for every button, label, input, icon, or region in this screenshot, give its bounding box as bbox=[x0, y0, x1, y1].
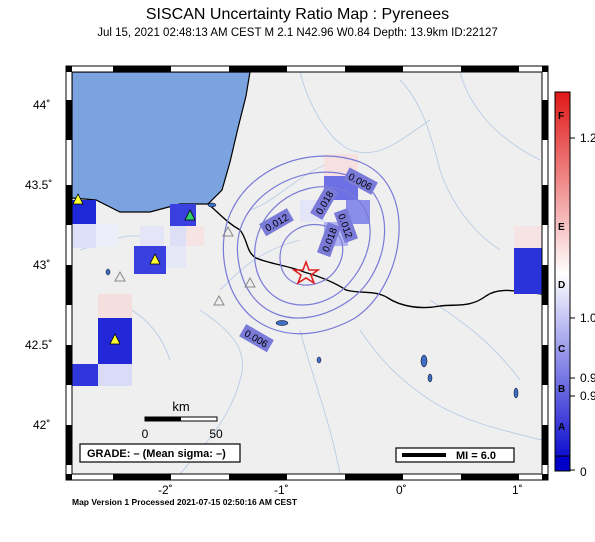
station-marker bbox=[114, 270, 126, 282]
grade-letter: A bbox=[558, 422, 565, 433]
lon-label: 0˚ bbox=[396, 483, 407, 497]
colorbar-value: 1.0 bbox=[580, 311, 595, 325]
colorbar-value: 0.9 bbox=[580, 371, 595, 385]
station-marker bbox=[149, 253, 161, 265]
grade-letter: D bbox=[558, 280, 565, 291]
lakes bbox=[105, 202, 519, 399]
grade-letter: F bbox=[558, 111, 564, 122]
station-marker bbox=[109, 333, 121, 345]
grade-text: GRADE: – (Mean sigma: –) bbox=[87, 448, 226, 460]
epicenter-star[interactable] bbox=[291, 259, 321, 285]
stations bbox=[72, 193, 256, 345]
map-title: SISCAN Uncertainty Ratio Map : Pyrenees bbox=[145, 6, 450, 23]
grade-letter: C bbox=[558, 344, 565, 355]
scale-unit: km bbox=[172, 399, 189, 414]
station-marker bbox=[213, 294, 225, 306]
station-marker bbox=[184, 209, 196, 221]
map-area[interactable]: 0.006 0.018 0.012 0.012 0.018 0.006 bbox=[72, 72, 542, 474]
lat-label: 42.5˚ bbox=[25, 338, 52, 352]
lat-label: 42˚ bbox=[33, 418, 50, 432]
station-marker bbox=[222, 225, 234, 237]
mi-text: MI = 6.0 bbox=[456, 450, 496, 462]
colorbar-value: 0 bbox=[580, 465, 587, 479]
grade-box: GRADE: – (Mean sigma: –) bbox=[79, 443, 241, 463]
grade-letter: E bbox=[558, 222, 565, 233]
lat-label: 43˚ bbox=[33, 258, 50, 272]
colorbar-value: 1.2 bbox=[580, 131, 595, 145]
mi-box: MI = 6.0 bbox=[395, 447, 515, 463]
country-border bbox=[207, 203, 542, 309]
lon-label: -1˚ bbox=[274, 483, 289, 497]
scale-max: 50 bbox=[209, 427, 223, 441]
lat-label: 43.5˚ bbox=[25, 178, 52, 192]
station-marker bbox=[244, 276, 256, 288]
scale-bar: km 0 50 bbox=[142, 399, 223, 441]
colorbar: 1.2 1.0 0.9 0.9 0 F E D C B A bbox=[554, 91, 595, 479]
station-marker bbox=[72, 193, 84, 205]
uncertainty-contours bbox=[222, 155, 400, 335]
scale-min: 0 bbox=[142, 427, 149, 441]
grade-letter: B bbox=[558, 384, 565, 395]
colorbar-value: 0.9 bbox=[580, 389, 595, 403]
lat-label: 44˚ bbox=[33, 98, 50, 112]
processed-footer: Map Version 1 Processed 2021-07-15 02:50… bbox=[72, 497, 298, 507]
map-frame-ticks bbox=[66, 66, 548, 480]
lon-label: 1˚ bbox=[512, 483, 523, 497]
event-info: Jul 15, 2021 02:48:13 AM CEST M 2.1 N42.… bbox=[97, 27, 498, 39]
lon-label: -2˚ bbox=[158, 483, 173, 497]
